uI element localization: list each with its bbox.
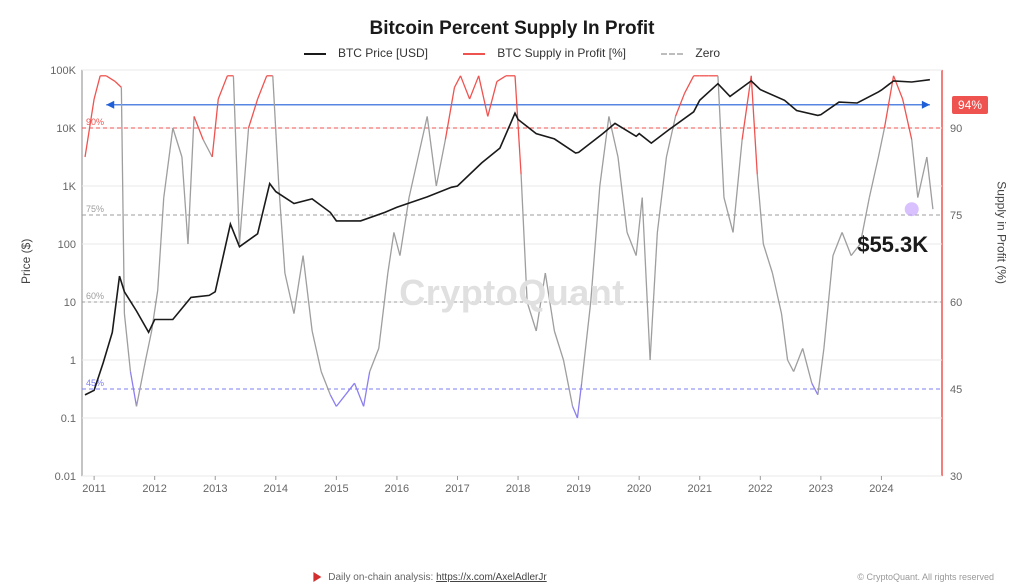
svg-text:0.01: 0.01: [55, 471, 76, 483]
legend-item-zero: Zero: [653, 46, 728, 60]
chart-container: Bitcoin Percent Supply In Profit BTC Pri…: [28, 18, 996, 548]
svg-text:60%: 60%: [86, 291, 104, 301]
svg-text:2013: 2013: [203, 483, 227, 495]
svg-text:1: 1: [70, 355, 76, 367]
svg-text:2011: 2011: [82, 483, 106, 495]
svg-text:1K: 1K: [63, 181, 77, 193]
svg-text:2017: 2017: [445, 483, 469, 495]
svg-text:2014: 2014: [264, 483, 288, 495]
svg-text:90%: 90%: [86, 117, 104, 127]
svg-text:2023: 2023: [809, 483, 833, 495]
svg-text:2020: 2020: [627, 483, 651, 495]
svg-text:60: 60: [950, 297, 962, 309]
svg-text:0.1: 0.1: [61, 413, 76, 425]
svg-text:30: 30: [950, 471, 962, 483]
legend-label: BTC Supply in Profit [%]: [497, 46, 626, 60]
plot-area: CryptoQuant Price ($) Supply in Profit (…: [28, 64, 996, 504]
svg-text:100: 100: [58, 239, 76, 251]
legend-item-price: BTC Price [USD]: [296, 46, 436, 60]
svg-text:2019: 2019: [566, 483, 590, 495]
svg-text:2022: 2022: [748, 483, 772, 495]
price-callout: $55.3K: [857, 232, 928, 258]
chart-svg: 0.01 0.1 1 10 100 1K 10K 100K 30 45 60 75 90 2011 2012…: [28, 64, 996, 504]
y-axis-left-label: Price ($): [19, 239, 33, 284]
svg-text:75: 75: [950, 210, 962, 222]
svg-text:2018: 2018: [506, 483, 530, 495]
svg-text:2016: 2016: [385, 483, 409, 495]
svg-text:100K: 100K: [50, 65, 76, 77]
svg-text:10K: 10K: [56, 123, 76, 135]
footer-left: Daily on-chain analysis: https://x.com/A…: [313, 572, 546, 583]
footer-prefix: Daily on-chain analysis:: [328, 572, 433, 583]
svg-text:2015: 2015: [324, 483, 348, 495]
y-axis-right-label: Supply in Profit (%): [995, 181, 1009, 284]
svg-text:10: 10: [64, 297, 76, 309]
legend-item-supply: BTC Supply in Profit [%]: [455, 46, 634, 60]
svg-text:75%: 75%: [86, 204, 104, 214]
footer-link[interactable]: https://x.com/AxelAdlerJr: [436, 572, 547, 583]
svg-text:2021: 2021: [688, 483, 712, 495]
svg-text:45: 45: [950, 384, 962, 396]
legend-label: BTC Price [USD]: [338, 46, 428, 60]
footer-right: © CryptoQuant. All rights reserved: [857, 572, 994, 582]
triangle-icon: [313, 572, 321, 582]
legend: BTC Price [USD] BTC Supply in Profit [%]…: [28, 46, 996, 60]
legend-label: Zero: [695, 46, 720, 60]
callout-badge: 94%: [952, 96, 988, 114]
svg-text:90: 90: [950, 123, 962, 135]
svg-text:2024: 2024: [869, 483, 893, 495]
chart-title: Bitcoin Percent Supply In Profit: [28, 18, 996, 40]
svg-text:2012: 2012: [142, 483, 166, 495]
